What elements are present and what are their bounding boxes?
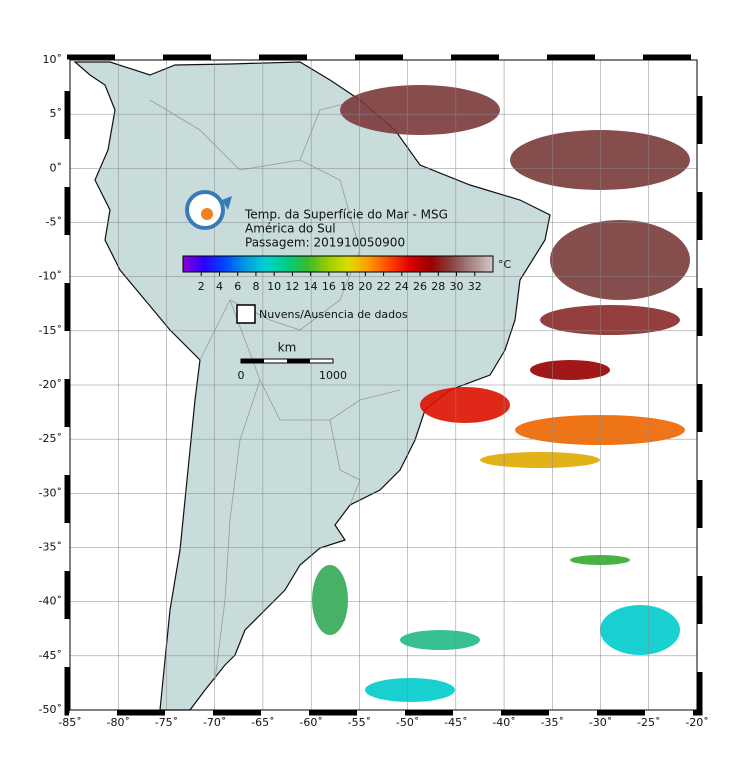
colorbar-tick-label: 32 (468, 280, 482, 293)
lat-tick-label: -50˚ (39, 703, 62, 716)
lat-tick-label: -10˚ (39, 270, 62, 283)
colorbar-tick-label: 10 (267, 280, 281, 293)
colorbar-tick-label: 14 (304, 280, 318, 293)
lat-tick-label: 5˚ (50, 107, 63, 120)
title-line: Passagem: 201910050900 (245, 236, 405, 250)
lat-tick-label: 10˚ (43, 53, 63, 66)
lon-tick-label: -85˚ (58, 716, 81, 729)
lon-tick-label: -60˚ (299, 716, 322, 729)
colorbar-tick-label: 30 (450, 280, 464, 293)
colorbar-tick-label: 18 (340, 280, 354, 293)
colorbar-tick-label: 28 (431, 280, 445, 293)
scale-label: 1000 (319, 369, 347, 382)
lon-tick-label: -75˚ (155, 716, 178, 729)
lon-tick-label: -25˚ (637, 716, 660, 729)
lat-tick-label: -45˚ (39, 649, 62, 662)
colorbar-tick-label: 4 (216, 280, 223, 293)
colorbar-tick-label: 24 (395, 280, 409, 293)
lat-tick-label: -35˚ (39, 541, 62, 554)
legend-swatch (236, 304, 256, 324)
lon-tick-label: -35˚ (541, 716, 564, 729)
lon-tick-label: -55˚ (348, 716, 371, 729)
lat-tick-label: -25˚ (39, 432, 62, 445)
lon-tick-label: -45˚ (444, 716, 467, 729)
lat-tick-label: -40˚ (39, 595, 62, 608)
scale-bar (240, 358, 334, 364)
lon-tick-label: -30˚ (589, 716, 612, 729)
lon-tick-label: -70˚ (203, 716, 226, 729)
lon-tick-label: -20˚ (685, 716, 708, 729)
colorbar-tick-label: 22 (377, 280, 391, 293)
lon-tick-label: -65˚ (251, 716, 274, 729)
scale-unit: km (278, 341, 297, 355)
scale-label: 0 (238, 369, 245, 382)
title-line: Temp. da Superfície do Mar - MSG (244, 208, 448, 222)
frame-ticks (64, 54, 703, 716)
frame-border (69, 59, 698, 711)
lon-tick-label: -80˚ (106, 716, 129, 729)
logo (185, 190, 232, 230)
colorbar-tick-label: 12 (285, 280, 299, 293)
colorbar-unit: °C (498, 258, 512, 271)
lon-tick-label: -40˚ (492, 716, 515, 729)
colorbar-tick-label: 2 (198, 280, 205, 293)
lat-tick-label: -15˚ (39, 324, 62, 337)
lat-tick-label: -5˚ (46, 216, 62, 229)
colorbar (182, 255, 494, 273)
colorbar-tick-label: 8 (252, 280, 259, 293)
colorbar-tick-label: 6 (234, 280, 241, 293)
lat-tick-label: -30˚ (39, 486, 62, 499)
colorbar-tick-label: 20 (358, 280, 372, 293)
lon-tick-label: -50˚ (396, 716, 419, 729)
lat-tick-label: 0˚ (50, 161, 63, 174)
sst-patches (312, 85, 690, 702)
legend-label: Nuvens/Ausencia de dados (259, 308, 408, 321)
colorbar-tick-label: 26 (413, 280, 427, 293)
lat-tick-label: -20˚ (39, 378, 62, 391)
colorbar-tick-label: 16 (322, 280, 336, 293)
title-line: América do Sul (245, 222, 336, 236)
